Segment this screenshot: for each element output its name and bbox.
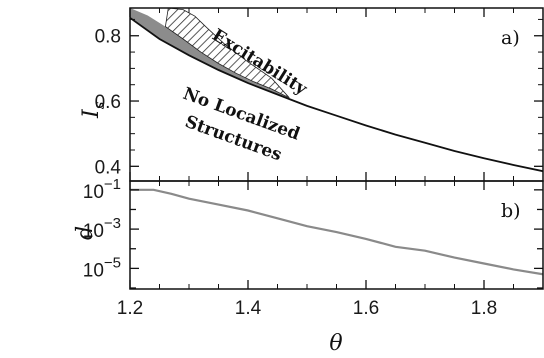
x-tick-label: 1.4 [235,298,262,319]
log-tick-exponent: −5 [104,254,121,271]
log-tick-exponent: −3 [104,215,121,232]
ylabel-symbol: I [79,108,104,119]
x-tick-label: 1.6 [353,298,379,319]
excitability-hatched-region [164,8,290,99]
panel-b-frame [129,180,544,290]
panel-b-x-ticks: 1.2 1.4 1.6 1.8 [117,8,514,319]
panel-a-ylabel: Is [79,101,108,119]
boundary-curve [130,17,543,173]
d-series-line [130,188,543,276]
panel-a: 0.40.60.8 Is a) Excitability No Localize… [79,7,544,182]
panel-a-label: a) [501,27,520,49]
log-tick-label: 10−3 [83,215,121,242]
x-axis-label: θ [329,331,342,356]
excitability-gray-region [130,8,290,98]
log-tick-label: 10−1 [83,176,121,203]
panel-b-ylabel: d [73,226,98,240]
panel-a-y-ticks: 0.4 0.6 0.8 [95,18,543,178]
y-tick-label: 0.4 [95,157,122,178]
y-tick-label: 0.8 [95,27,121,48]
x-tick-label: 1.2 [117,298,143,319]
ylabel-subscript: s [90,101,108,109]
panel-a-x-ticks [129,8,485,181]
log-tick-base: 10 [83,182,104,203]
log-tick-exponent: −1 [104,176,121,193]
panel-b-y-ticks: 10−110−310−5 [83,176,543,289]
x-tick-label: 1.8 [471,298,497,319]
log-tick-base: 10 [83,260,104,281]
panel-b-label: b) [501,200,521,222]
y-tick-label: 0.6 [95,92,121,113]
log-tick-base: 10 [83,221,104,242]
panel-b: 10−110−310−5 1.2 1.4 1.6 1.8 d b) θ [73,8,544,356]
log-tick-label: 10−5 [83,254,121,281]
